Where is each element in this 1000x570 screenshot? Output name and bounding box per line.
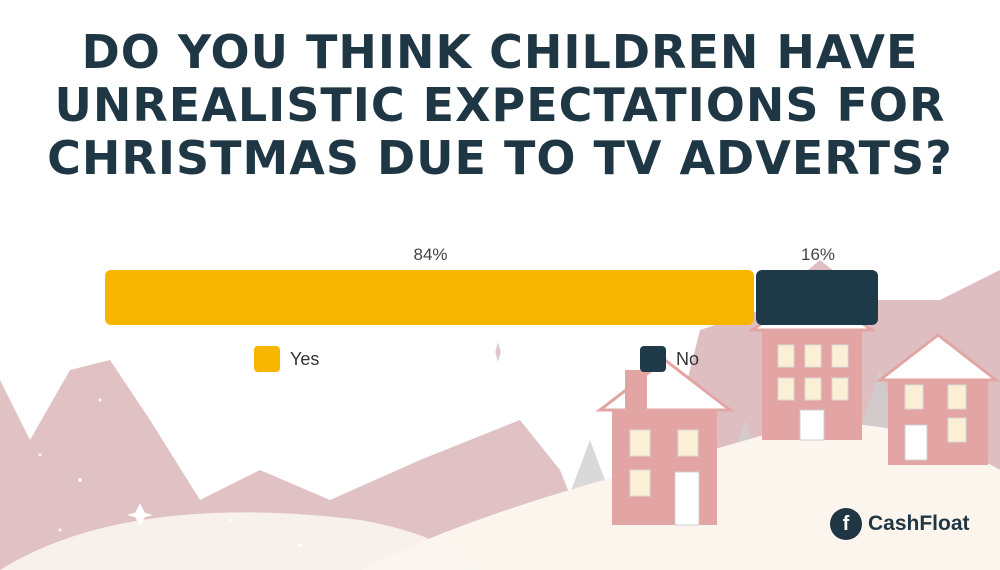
legend-swatch-no xyxy=(640,346,666,372)
chart-title: DO YOU THINK CHILDREN HAVE UNREALISTIC E… xyxy=(0,26,1000,185)
legend-label-no: No xyxy=(676,348,700,369)
stacked-bar-chart: 84% 16% xyxy=(105,245,878,325)
legend-swatch-yes xyxy=(254,346,280,372)
brand-name: CashFloat xyxy=(868,512,970,535)
bar-segment-no xyxy=(756,270,878,325)
house-right xyxy=(875,333,1000,465)
legend-label-yes: Yes xyxy=(290,348,320,369)
legend-item-yes: Yes xyxy=(254,344,319,374)
cashfloat-logo: f CashFloat xyxy=(830,508,970,540)
legend-item-no: No xyxy=(640,344,699,374)
title-line-1: DO YOU THINK CHILDREN HAVE xyxy=(81,25,919,79)
mountain-left xyxy=(0,360,600,570)
data-label-yes: 84% xyxy=(413,245,447,264)
snow-hill-left xyxy=(0,512,480,570)
cashfloat-logo-icon: f xyxy=(830,508,862,540)
snow-dots xyxy=(38,398,302,547)
title-line-3: CHRISTMAS DUE TO TV ADVERTS? xyxy=(47,131,953,185)
sparkle-icon xyxy=(127,342,501,527)
bar-segment-yes xyxy=(105,270,754,325)
title-line-2: UNREALISTIC EXPECTATIONS FOR xyxy=(54,78,946,132)
data-label-no: 16% xyxy=(801,245,835,264)
house-left xyxy=(595,358,735,526)
